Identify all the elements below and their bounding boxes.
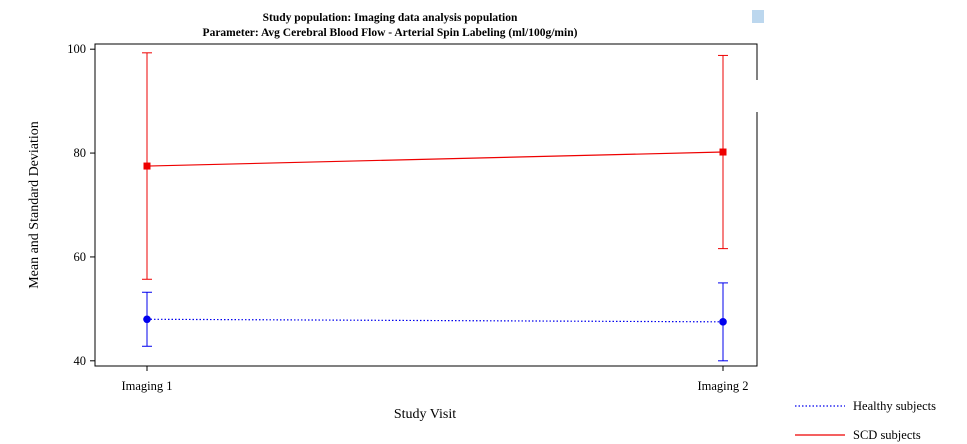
x-axis: Imaging 1 Imaging 2 <box>121 366 749 393</box>
y-tick-label: 100 <box>67 42 86 56</box>
y-tick-label: 60 <box>74 250 87 264</box>
y-axis: 40 60 80 100 <box>67 42 95 368</box>
series-line-healthy-subjects <box>146 318 724 323</box>
series-line-scd-subjects <box>146 151 724 167</box>
legend-label-scd-subjects: SCD subjects <box>853 428 921 442</box>
decorative-square <box>752 10 764 23</box>
data-point-scd-subjects <box>719 148 727 156</box>
series-layer <box>142 52 728 362</box>
x-tick-label: Imaging 2 <box>697 379 748 393</box>
plot-frame <box>94 43 758 367</box>
x-tick-label: Imaging 1 <box>121 379 172 393</box>
data-point-healthy-subjects <box>143 315 151 324</box>
data-point-healthy-subjects <box>719 318 727 326</box>
x-axis-label: Study Visit <box>394 407 456 422</box>
chart-title: Study population: Imaging data analysis … <box>263 12 518 24</box>
frame-gap <box>754 80 760 112</box>
legend-label-healthy-subjects: Healthy subjects <box>853 399 936 413</box>
y-tick-label: 40 <box>74 354 87 368</box>
y-axis-label: Mean and Standard Deviation <box>27 121 42 289</box>
data-point-scd-subjects <box>143 162 151 170</box>
legend: Healthy subjects SCD subjects <box>795 399 936 442</box>
y-tick-label: 80 <box>74 146 87 160</box>
chart-subtitle: Parameter: Avg Cerebral Blood Flow - Art… <box>203 27 578 39</box>
